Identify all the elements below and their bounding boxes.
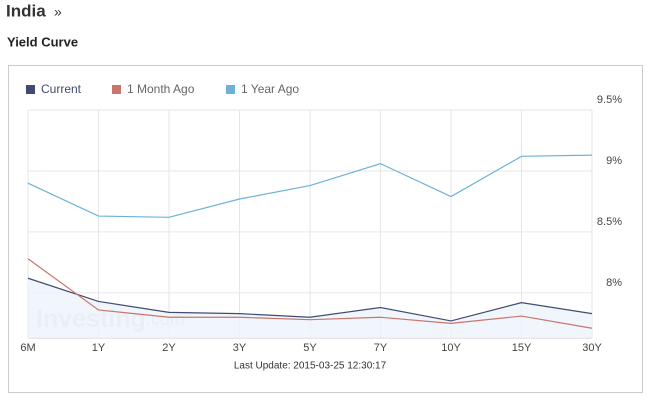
legend-swatch	[112, 85, 121, 94]
y-tick-label: 8.5%	[597, 216, 622, 228]
legend-swatch	[26, 85, 35, 94]
x-tick-label: 1Y	[92, 342, 106, 354]
x-tick-label: 5Y	[303, 342, 317, 354]
y-tick-label: 9%	[606, 155, 622, 167]
legend-label: 1 Year Ago	[241, 82, 299, 96]
y-tick-label: 8%	[606, 277, 622, 289]
legend-swatch	[226, 85, 235, 94]
subtitle: Yield Curve	[7, 34, 78, 49]
y-tick-label: 9.5%	[597, 94, 622, 106]
title-link[interactable]: »	[54, 4, 62, 20]
x-tick-label: 7Y	[374, 342, 388, 354]
page-title: India	[6, 1, 46, 20]
series-line	[27, 154, 593, 218]
legend-label: Current	[41, 82, 82, 96]
series-line	[27, 277, 593, 322]
x-tick-label: 10Y	[441, 342, 461, 354]
x-tick-label: 2Y	[162, 342, 176, 354]
x-tick-label: 30Y	[582, 342, 602, 354]
footnote: Last Update: 2015-03-25 12:30:17	[234, 361, 387, 372]
x-tick-label: 3Y	[233, 342, 247, 354]
x-tick-label: 15Y	[512, 342, 532, 354]
x-tick-label: 6M	[20, 342, 35, 354]
series-line	[27, 258, 593, 329]
legend-label: 1 Month Ago	[127, 82, 195, 96]
